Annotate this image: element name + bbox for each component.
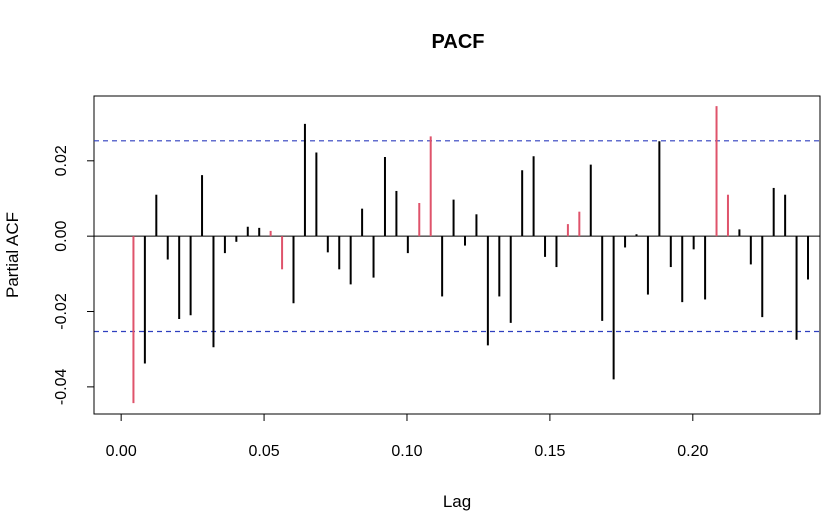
pacf-bars bbox=[132, 106, 809, 404]
y-tick-label: -0.04 bbox=[53, 369, 70, 406]
x-tick-label: 0.00 bbox=[106, 443, 137, 460]
x-axis-label: Lag bbox=[443, 492, 471, 511]
y-axis-label: Partial ACF bbox=[3, 212, 22, 298]
y-tick-label: 0.02 bbox=[53, 145, 70, 176]
x-tick-label: 0.05 bbox=[248, 443, 279, 460]
x-tick-label: 0.15 bbox=[534, 443, 565, 460]
x-axis: 0.00 0.05 0.10 0.15 0.20 bbox=[106, 413, 708, 460]
y-tick-label: -0.02 bbox=[53, 293, 70, 330]
y-axis: -0.04 -0.02 0.00 0.02 bbox=[53, 145, 95, 406]
y-tick-label: 0.00 bbox=[53, 220, 70, 251]
confidence-bounds bbox=[94, 140, 820, 333]
x-tick-label: 0.20 bbox=[677, 443, 708, 460]
plot-frame bbox=[93, 95, 821, 415]
x-tick-label: 0.10 bbox=[391, 443, 422, 460]
chart-title: PACF bbox=[432, 31, 485, 53]
